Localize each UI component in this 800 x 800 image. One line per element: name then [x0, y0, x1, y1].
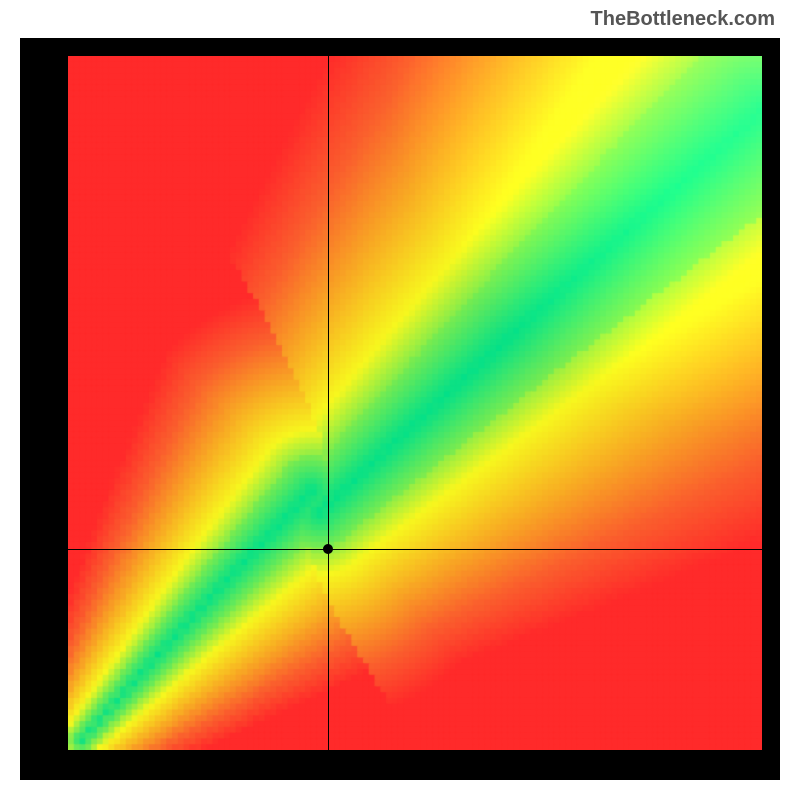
heatmap-canvas	[68, 56, 762, 750]
data-point-marker	[323, 544, 333, 554]
chart-frame	[20, 38, 780, 780]
crosshair-horizontal	[68, 549, 762, 550]
chart-plot-area	[68, 56, 762, 750]
crosshair-vertical	[328, 56, 329, 750]
watermark-text: TheBottleneck.com	[591, 8, 775, 31]
